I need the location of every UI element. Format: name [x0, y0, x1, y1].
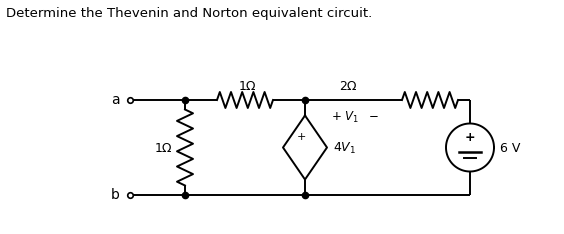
Text: +: +: [465, 131, 475, 144]
Text: 2Ω: 2Ω: [340, 80, 357, 92]
Text: $+\ V_1\ \ -$: $+\ V_1\ \ -$: [331, 110, 379, 124]
Text: 1Ω: 1Ω: [154, 142, 172, 154]
Text: $4V_1$: $4V_1$: [333, 140, 356, 156]
Text: Determine the Thevenin and Norton equivalent circuit.: Determine the Thevenin and Norton equiva…: [6, 7, 372, 20]
Text: 1Ω: 1Ω: [238, 80, 255, 92]
Text: +: +: [296, 132, 306, 143]
Text: 6 V: 6 V: [500, 142, 521, 154]
Text: b: b: [111, 188, 120, 202]
Text: a: a: [111, 93, 120, 107]
